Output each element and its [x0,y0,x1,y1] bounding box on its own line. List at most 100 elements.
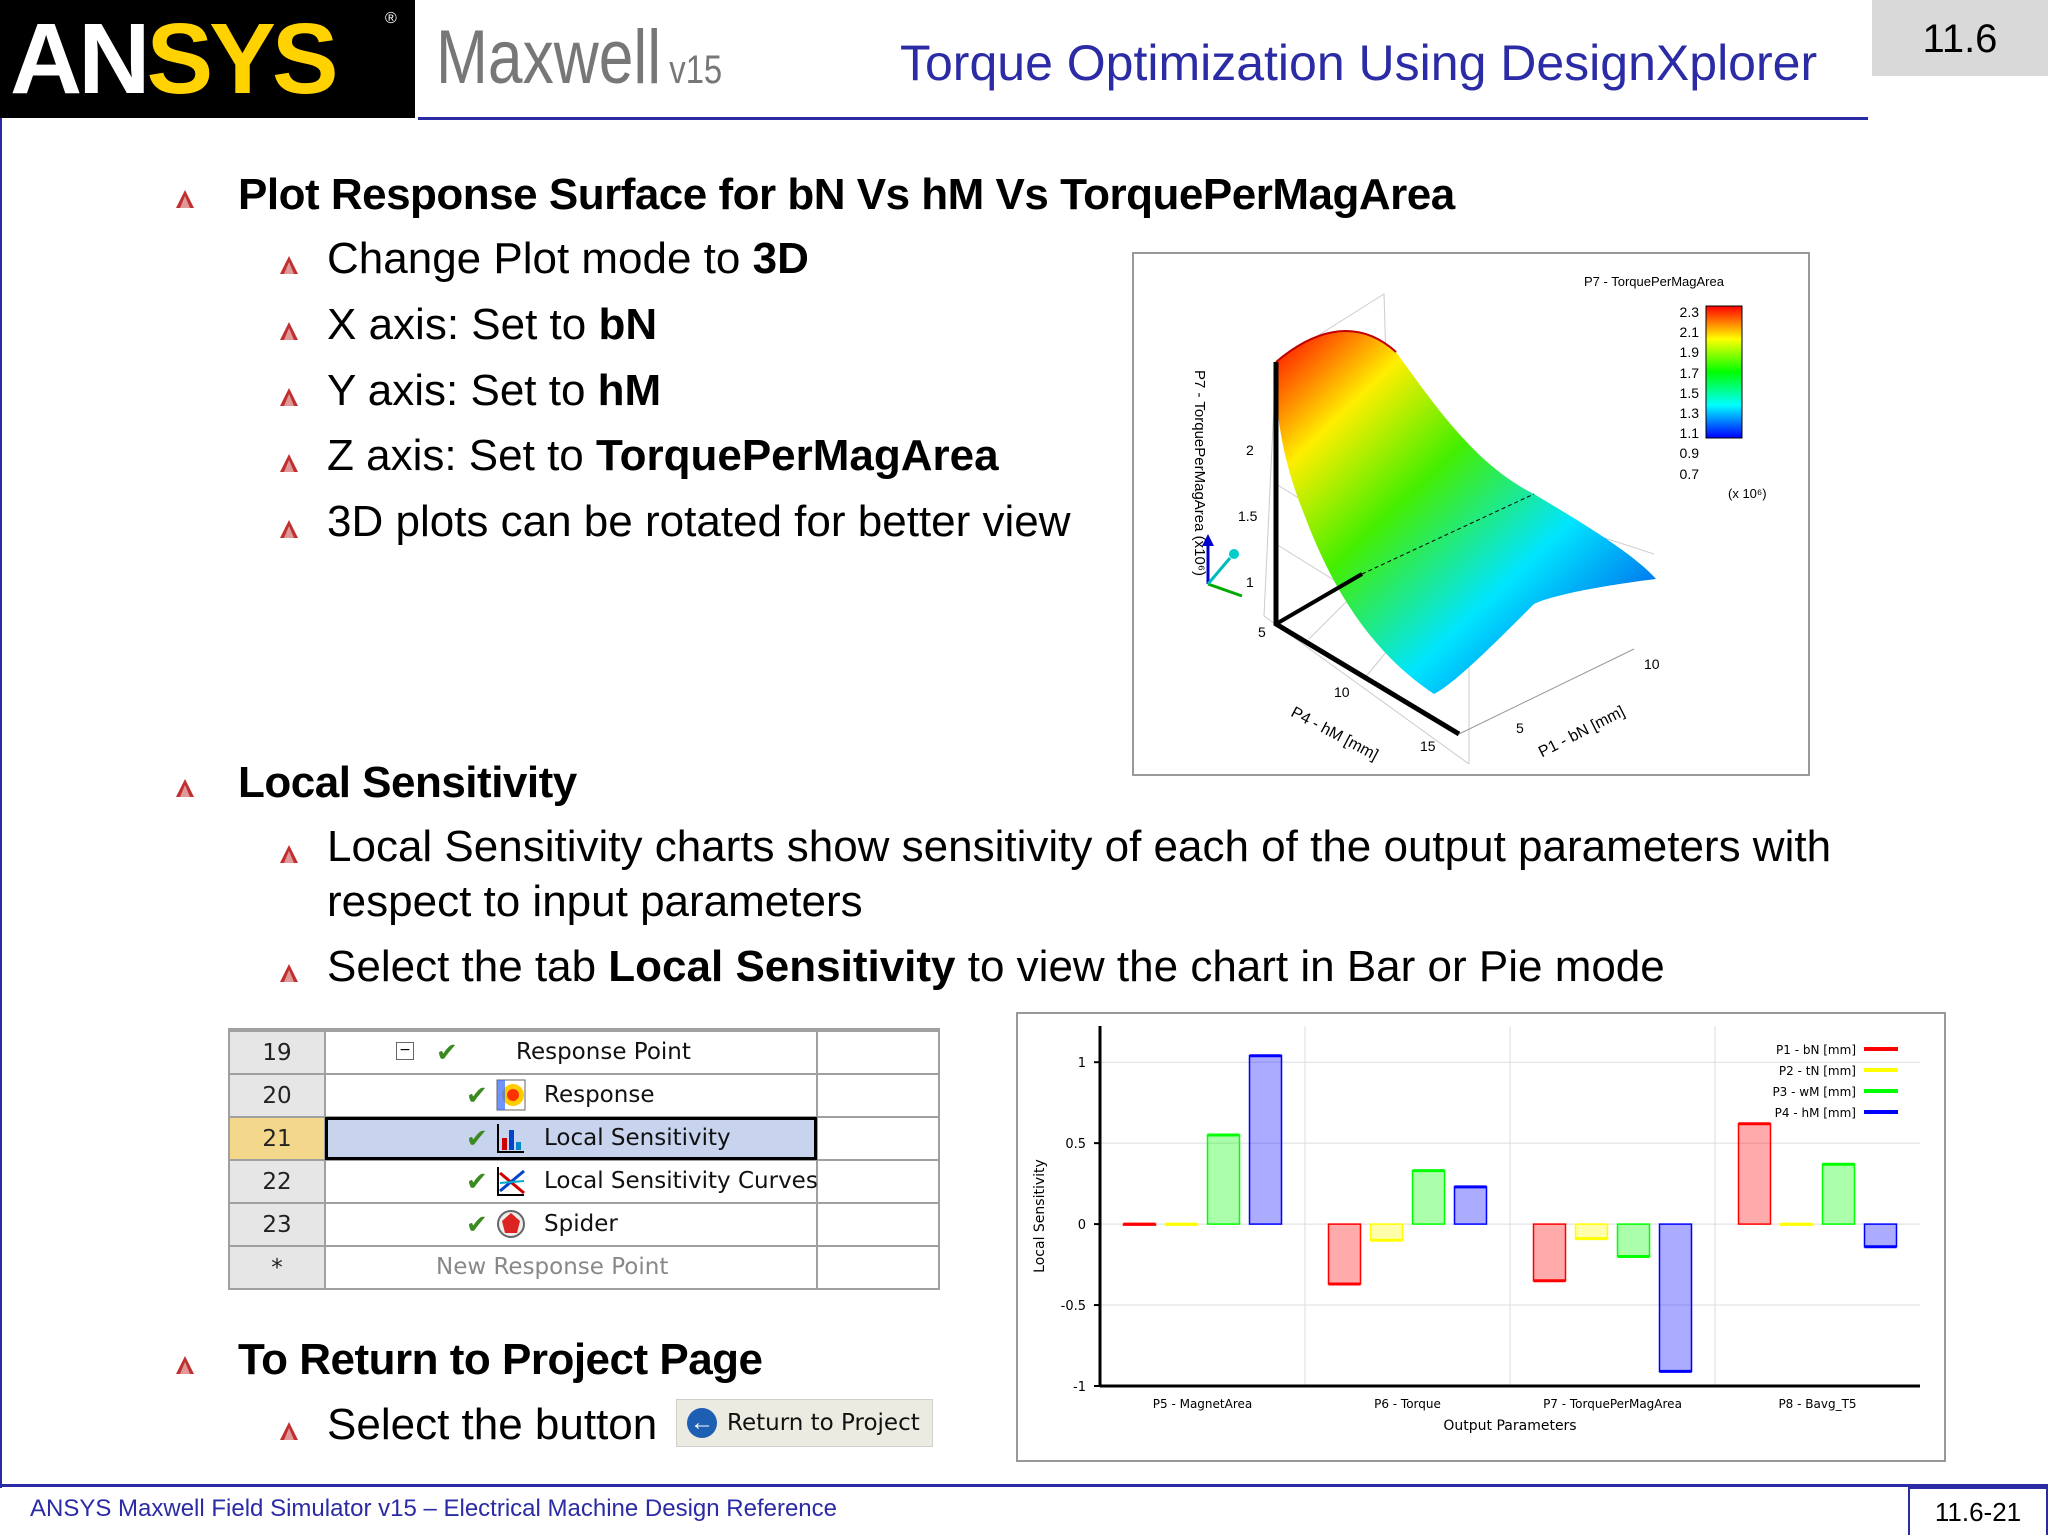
section2-heading: Local Sensitivity [238,758,577,807]
row-label: Local Sensitivity [544,1125,731,1151]
section1-item-4: Z axis: Set to TorquePerMagArea [327,431,999,481]
row-number: 22 [228,1159,326,1204]
y-tick-label: 0 [1078,1218,1086,1233]
legend-tick: 1.3 [1679,405,1699,422]
y-axis-label: Local Sensitivity [1032,1159,1048,1273]
collapse-icon[interactable]: − [396,1042,414,1060]
bullet-icon [280,964,298,982]
back-arrow-icon: ← [687,1408,717,1438]
design-tree-table: 19 − ✔ Response Point 20 ✔ Response 21 ✔… [228,1014,940,1298]
table-row[interactable]: 20 ✔ Response [228,1073,940,1118]
section-number: 11.6 [1872,0,2048,76]
section1-item-2: X axis: Set to bN [327,300,657,350]
footer-text: ANSYS Maxwell Field Simulator v15 – Elec… [30,1495,837,1522]
bullet-icon [280,1422,298,1440]
bar [1737,1122,1772,1225]
return-to-project-button[interactable]: ← Return to Project [676,1399,933,1447]
table-cutoff-row [228,1014,940,1030]
z-tick: 1 [1246,574,1254,590]
legend-tick: 1.9 [1679,344,1699,361]
footer-divider [0,1484,2048,1487]
x-tick-label: P7 - TorquePerMagArea [1543,1397,1682,1411]
item-text: Select the tab [327,942,609,991]
bar [1821,1163,1856,1225]
x-tick-label: P8 - Bavg_T5 [1778,1397,1856,1411]
section1-heading: Plot Response Surface for bN Vs hM Vs To… [238,170,1455,219]
bar [1863,1223,1898,1248]
row-label: Response [544,1082,655,1108]
check-icon: ✔ [466,1167,488,1197]
table-row[interactable]: 19 − ✔ Response Point [228,1030,940,1075]
section1-item-3: Y axis: Set to hM [327,366,661,416]
legend-label: P1 - bN [mm] [1776,1043,1856,1057]
x-tick-label: P5 - MagnetArea [1153,1397,1252,1411]
table-row-selected[interactable]: 21 ✔ Local Sensitivity [228,1116,940,1161]
check-icon: ✔ [466,1124,488,1154]
legend-tick: 1.1 [1679,425,1699,442]
x-tick: 5 [1516,720,1524,736]
bullet-icon [176,1356,194,1374]
bar [1574,1223,1609,1240]
check-icon: ✔ [436,1038,458,1068]
row-number: 21 [228,1116,326,1161]
bullet-icon [280,845,298,863]
section1-item-5: 3D plots can be rotated for better view [327,497,1071,547]
check-icon: ✔ [466,1210,488,1240]
item-text: Change Plot mode to [327,234,753,283]
legend-label: P2 - tN [mm] [1779,1064,1856,1078]
product-name: Maxwell v15 [436,14,722,101]
legend-swatch [1864,1068,1898,1072]
x-tick-label: P6 - Torque [1374,1397,1441,1411]
product-title: Maxwell [436,15,662,100]
table-row[interactable]: 23 ✔ Spider [228,1202,940,1247]
section3-heading: To Return to Project Page [238,1335,763,1384]
legend-tick: 2.1 [1679,324,1699,341]
sensitivity-curves-icon [497,1167,525,1196]
section1-item-1: Change Plot mode to 3D [327,234,809,284]
table-row[interactable]: 22 ✔ Local Sensitivity Curves [228,1159,940,1204]
local-sensitivity-icon [497,1124,524,1153]
z-tick: 2 [1246,442,1254,458]
page-number: 11.6-21 [1908,1487,2048,1535]
y-tick-label: -1 [1073,1380,1086,1395]
section2-item-1: Local Sensitivity charts show sensitivit… [327,822,1832,871]
y-tick-label: -0.5 [1061,1299,1086,1314]
item-text: Y axis: Set to [327,366,598,415]
item-bold: hM [597,366,662,415]
bar [1411,1169,1446,1225]
response-icon [496,1079,526,1111]
bullet-icon [176,779,194,797]
item-bold: TorquePerMagArea [595,431,999,480]
y-tick-label: 0.5 [1065,1137,1086,1152]
bar [1248,1054,1283,1225]
row-number: 23 [228,1202,326,1247]
item-bold: 3D [752,234,809,283]
bar [1658,1223,1693,1373]
item-bold: bN [598,300,658,349]
bar [1369,1223,1404,1242]
slide-title: Torque Optimization Using DesignXplorer [900,35,1818,91]
row-number: * [228,1245,326,1290]
y-tick: 10 [1334,684,1350,700]
row-number: 20 [228,1073,326,1118]
legend-swatch [1864,1110,1898,1114]
bar [1616,1223,1651,1258]
row-number: 19 [228,1030,326,1075]
bullet-icon [280,322,298,340]
legend-swatch [1864,1047,1898,1051]
section2-item-2: Select the tab Local Sensitivity to view… [327,942,1665,992]
row-label: Spider [544,1211,618,1237]
bullet-icon [280,388,298,406]
registered-mark: ® [385,10,397,27]
table-row-new[interactable]: * New Response Point [228,1245,940,1290]
section2-item-1-cont: respect to input parameters [327,877,863,926]
bar [1453,1186,1488,1225]
button-label: Return to Project [727,1410,920,1436]
legend-tick: 1.5 [1679,384,1699,401]
y-tick-label: 1 [1078,1056,1086,1071]
legend-label: P4 - hM [mm] [1775,1106,1856,1120]
bullet-icon [280,256,298,274]
local-sensitivity-chart: 1 0.5 0 -0.5 -1 P5 - MagnetArea P6 - Torque P7 … [1016,1012,1946,1462]
legend-tick: 2.3 [1679,304,1699,320]
y-tick: 15 [1420,738,1436,754]
